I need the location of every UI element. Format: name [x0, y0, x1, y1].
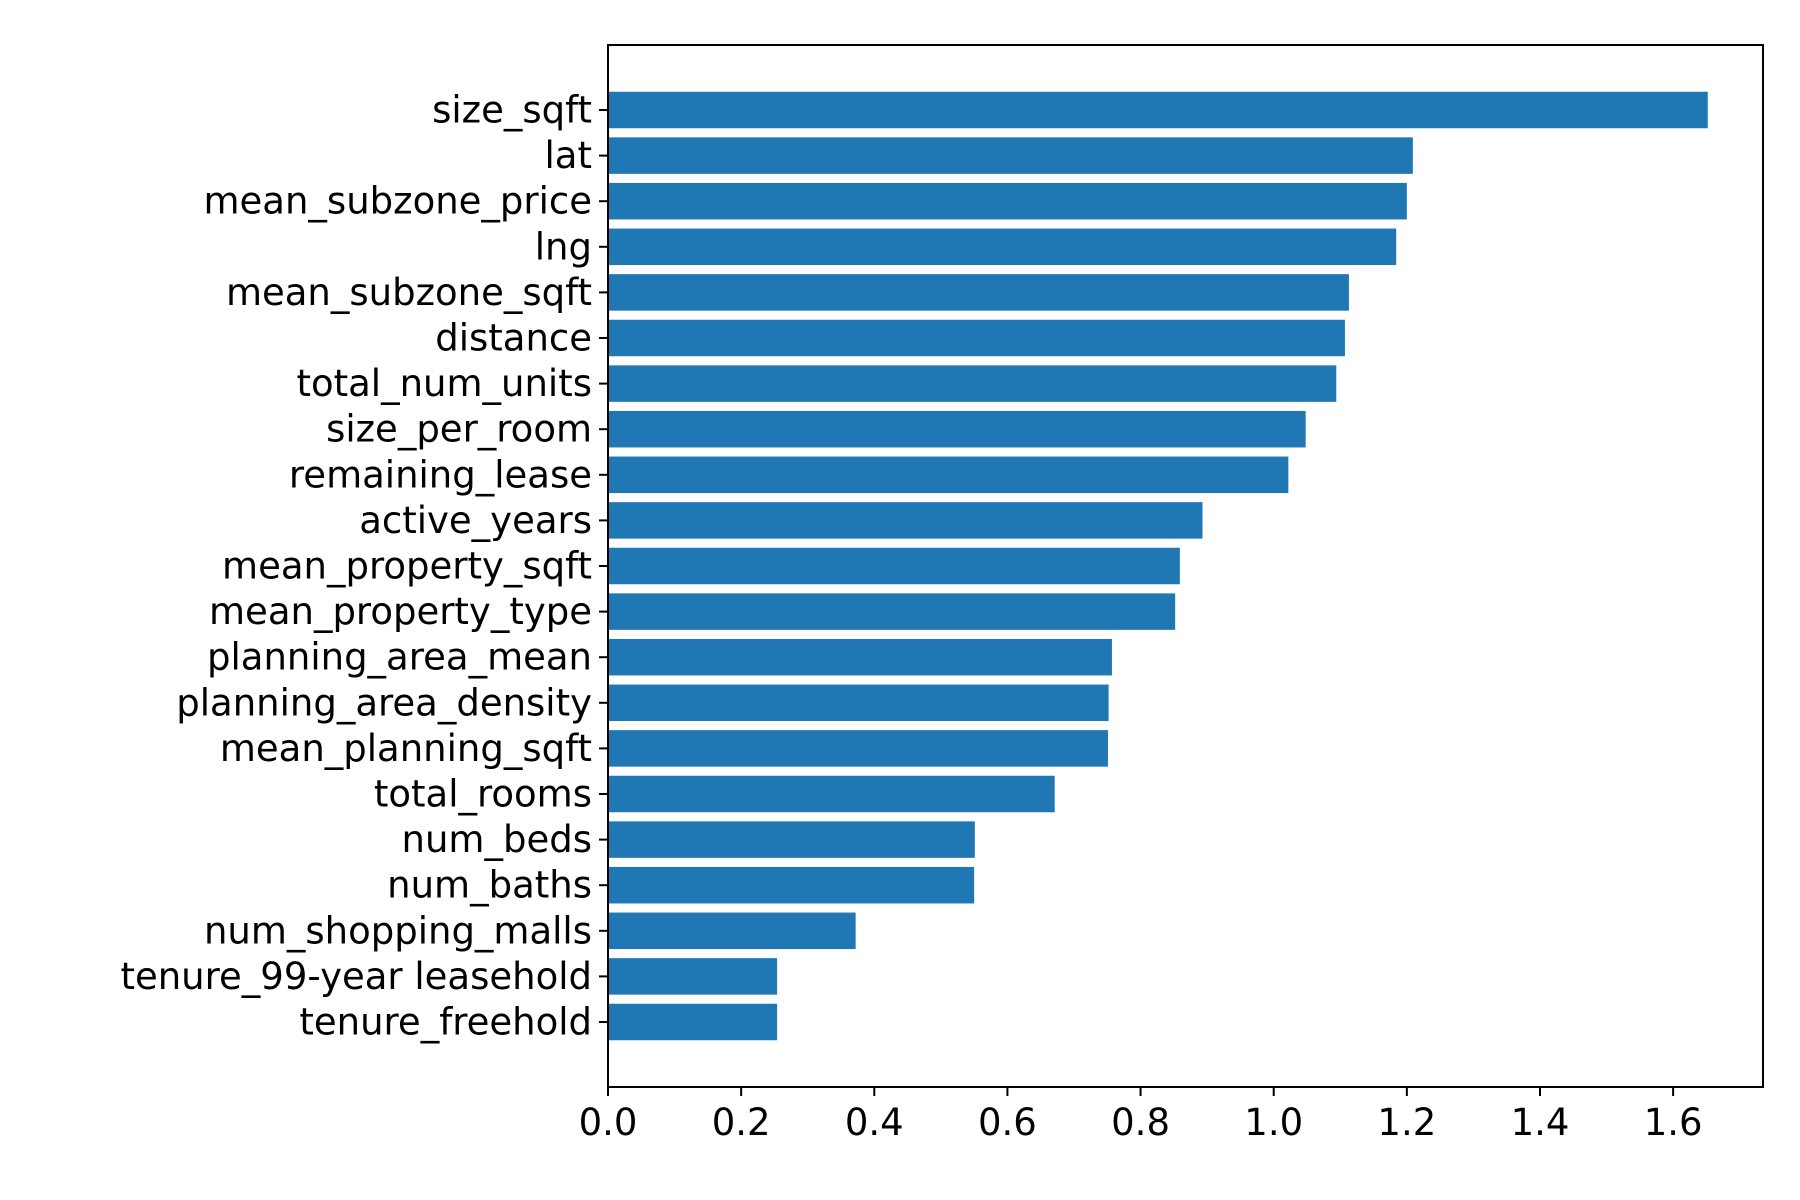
bar-planning-area-mean: [608, 638, 1112, 676]
bar-mean-subzone-sqft: [608, 274, 1349, 311]
bar-active-years: [608, 502, 1203, 539]
y-tick-label: num_baths: [387, 864, 592, 907]
bar-tenure-99-year-leasehold: [608, 958, 778, 995]
y-tick-label: planning_area_mean: [207, 636, 592, 679]
bar-num-baths: [608, 866, 975, 904]
y-tick-label: total_num_units: [296, 362, 592, 405]
plot-area-frame: [607, 44, 1764, 1088]
y-tick-label: remaining_lease: [289, 453, 592, 496]
y-tick-label: total_rooms: [374, 773, 592, 816]
y-axis: size_sqftlatmean_subzone_pricelngmean_su…: [120, 89, 608, 1044]
x-tick-label: 0.2: [712, 1101, 771, 1144]
bar-mean-property-sqft: [608, 547, 1180, 585]
bar-mean-property-type: [608, 593, 1176, 630]
bar-total-rooms: [608, 775, 1055, 813]
y-tick-label: size_per_room: [326, 408, 592, 451]
bar-planning-area-density: [608, 684, 1109, 722]
bar-lat: [608, 137, 1413, 174]
bar-distance: [608, 319, 1345, 357]
y-tick-label: num_beds: [402, 818, 592, 861]
y-tick-label: active_years: [359, 499, 592, 542]
bar-remaining-lease: [608, 456, 1289, 494]
y-tick-label: lng: [535, 225, 592, 268]
y-tick-label: size_sqft: [432, 89, 592, 132]
bar-lng: [608, 228, 1397, 266]
x-tick-label: 0.0: [579, 1101, 638, 1144]
y-tick-label: mean_subzone_price: [204, 180, 593, 223]
bar-size-per-room: [608, 410, 1306, 448]
x-tick-label: 0.6: [978, 1101, 1037, 1144]
y-tick-label: mean_subzone_sqft: [226, 271, 592, 314]
y-tick-label: distance: [435, 317, 592, 360]
y-tick-label: planning_area_density: [176, 681, 592, 724]
bar-size-sqft: [608, 91, 1708, 129]
bar-num-beds: [608, 821, 975, 858]
y-tick-label: mean_property_sqft: [222, 545, 592, 588]
y-tick-label: mean_property_type: [209, 590, 592, 633]
bar-total-num-units: [608, 365, 1337, 402]
x-tick-label: 0.8: [1111, 1101, 1170, 1144]
bar-tenure-freehold: [608, 1003, 778, 1041]
x-tick-label: 1.4: [1511, 1101, 1570, 1144]
y-tick-label: num_shopping_malls: [204, 909, 592, 952]
x-tick-label: 0.4: [845, 1101, 904, 1144]
y-tick-label: lat: [545, 134, 592, 177]
bar-mean-planning-sqft: [608, 730, 1108, 767]
x-tick-label: 1.2: [1377, 1101, 1436, 1144]
bars-group: [608, 91, 1708, 1041]
bar-mean-subzone-price: [608, 182, 1407, 220]
x-tick-label: 1.6: [1644, 1101, 1703, 1144]
y-tick-label: tenure_99-year leasehold: [120, 955, 592, 998]
bar-num-shopping-malls: [608, 912, 856, 950]
x-tick-label: 1.0: [1244, 1101, 1303, 1144]
x-axis: 0.0 0.2 0.4 0.6 0.8 1.0 1.2 1.4 1.6: [579, 1087, 1703, 1144]
y-tick-label: mean_planning_sqft: [220, 727, 592, 770]
y-tick-label: tenure_freehold: [299, 1001, 592, 1044]
